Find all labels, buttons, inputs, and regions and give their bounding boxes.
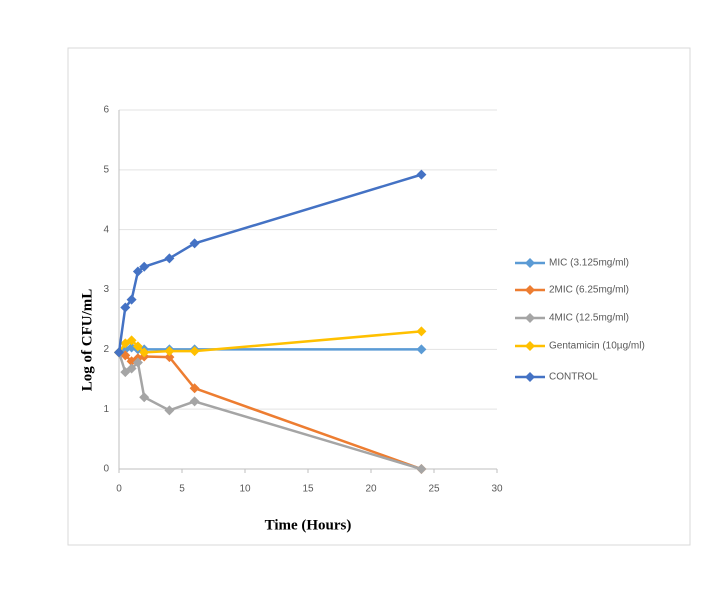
point: [164, 352, 175, 363]
point: [416, 326, 427, 337]
legend-marker: [525, 372, 535, 382]
legend-label: 2MIC (6.25mg/ml): [549, 285, 629, 296]
y-tick-label: 1: [103, 404, 109, 415]
point: [132, 266, 143, 277]
x-tick-label: 25: [428, 484, 440, 495]
point: [164, 346, 175, 357]
point: [164, 405, 175, 416]
point: [132, 357, 143, 368]
legend-label: CONTROL: [549, 372, 598, 383]
x-tick-label: 10: [239, 484, 251, 495]
point: [164, 253, 175, 264]
y-tick-label: 0: [103, 464, 109, 475]
point: [114, 347, 124, 358]
point: [132, 341, 143, 352]
point: [189, 238, 200, 249]
y-tick-label: 5: [103, 164, 109, 175]
legend-marker: [525, 258, 535, 268]
point: [189, 346, 200, 357]
legend-marker: [525, 285, 535, 295]
x-axis-title: Time (Hours): [265, 517, 352, 533]
x-tick-label: 15: [302, 484, 314, 495]
point: [126, 335, 137, 346]
point: [139, 392, 150, 403]
y-tick-label: 4: [103, 224, 109, 235]
point: [120, 302, 131, 313]
legend-marker: [525, 341, 535, 351]
point: [126, 363, 137, 374]
point: [139, 347, 150, 358]
point: [416, 169, 427, 180]
y-tick-label: 2: [103, 344, 109, 355]
y-tick-label: 6: [103, 105, 109, 116]
legend-label: MIC (3.125mg/ml): [549, 258, 629, 269]
legend-marker: [525, 313, 535, 323]
point: [139, 261, 150, 272]
point: [189, 396, 200, 407]
point: [189, 383, 200, 394]
x-tick-label: 0: [116, 484, 122, 495]
x-tick-label: 5: [179, 484, 185, 495]
chart-frame: [67, 47, 691, 546]
point: [126, 294, 137, 305]
y-axis-title: Log of CFU/mL: [79, 289, 95, 392]
y-tick-label: 3: [103, 284, 109, 295]
x-tick-label: 20: [365, 484, 377, 495]
point: [416, 464, 427, 474]
point: [416, 344, 427, 355]
x-tick-label: 30: [491, 484, 503, 495]
legend-label: Gentamicin (10µg/ml): [549, 341, 645, 352]
legend-label: 4MIC (12.5mg/ml): [549, 313, 629, 324]
